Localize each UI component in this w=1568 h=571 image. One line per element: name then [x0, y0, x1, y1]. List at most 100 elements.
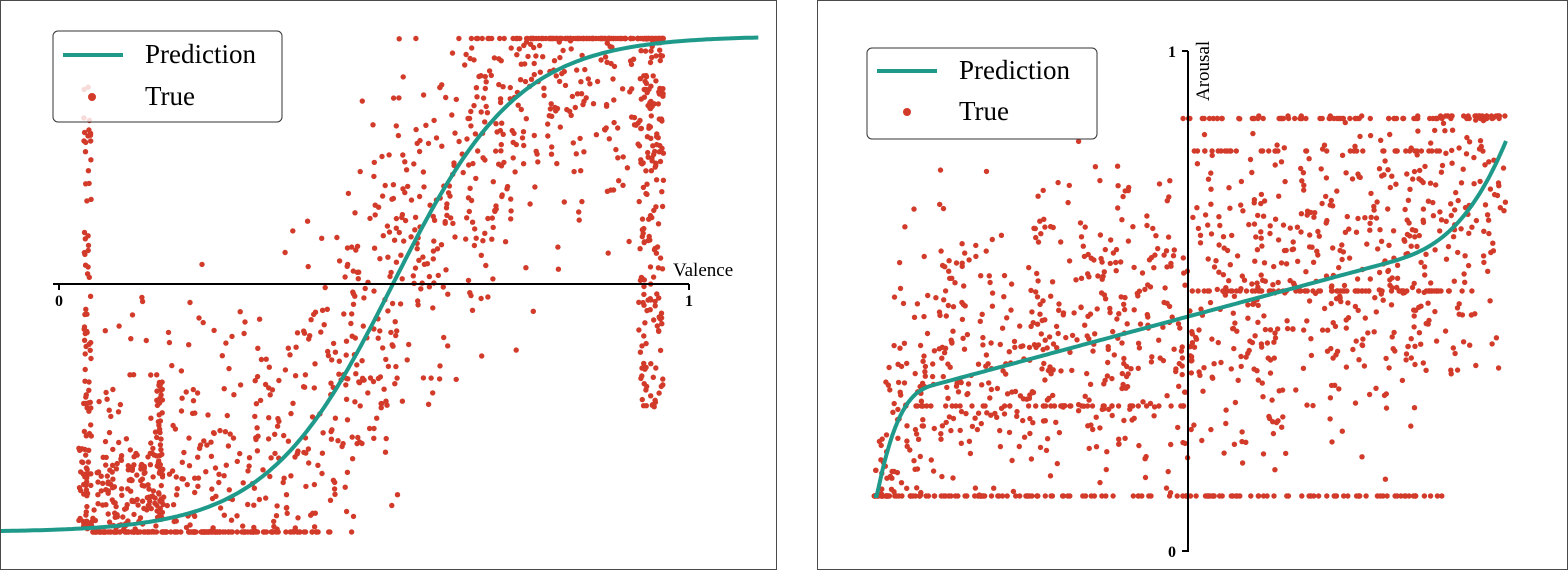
valence-true-point — [657, 57, 663, 64]
arousal-true-point — [1201, 288, 1207, 294]
arousal-true-point — [1220, 288, 1226, 294]
arousal-true-point — [1214, 115, 1220, 122]
valence-true-point — [644, 181, 650, 187]
arousal-true-point — [1215, 339, 1221, 346]
arousal-true-point — [1306, 244, 1313, 250]
valence-true-point — [631, 114, 638, 121]
arousal-true-point — [924, 330, 931, 337]
valence-true-point — [615, 155, 621, 161]
arousal-true-point — [1302, 288, 1308, 294]
valence-true-point — [226, 487, 232, 493]
valence-true-point — [603, 101, 610, 108]
valence-true-point — [251, 502, 257, 508]
valence-true-point — [647, 105, 653, 112]
valence-true-point — [365, 390, 371, 396]
arousal-true-point — [959, 299, 965, 306]
valence-true-point — [462, 62, 468, 68]
arousal-true-point — [1303, 148, 1309, 154]
arousal-true-point — [1238, 178, 1245, 185]
valence-true-point — [102, 438, 109, 445]
arousal-true-point — [937, 167, 944, 173]
valence-true-point — [642, 320, 648, 326]
valence-true-point — [81, 428, 88, 435]
valence-true-point — [578, 35, 584, 42]
arousal-true-point — [1231, 441, 1238, 447]
arousal-true-point — [917, 453, 923, 460]
arousal-true-point — [1339, 242, 1345, 248]
arousal-true-point — [1455, 197, 1461, 204]
valence-true-point — [240, 523, 246, 529]
valence-true-point — [313, 529, 320, 535]
valence-true-point — [309, 529, 315, 535]
arousal-true-point — [1093, 414, 1099, 420]
arousal-true-point — [1060, 312, 1066, 318]
arousal-true-point — [1255, 115, 1261, 122]
arousal-true-point — [1215, 148, 1221, 154]
valence-true-point — [605, 250, 611, 256]
arousal-true-point — [1386, 115, 1392, 122]
valence-true-point — [352, 210, 358, 216]
valence-true-point — [470, 160, 476, 167]
arousal-true-point — [1151, 265, 1157, 271]
arousal-true-point — [1352, 400, 1359, 406]
valence-true-point — [361, 295, 367, 301]
valence-true-point — [141, 505, 147, 512]
arousal-true-point — [1323, 175, 1330, 181]
arousal-true-point — [1319, 327, 1326, 333]
valence-true-point — [651, 317, 657, 323]
valence-true-point — [349, 456, 356, 462]
arousal-true-point — [1387, 131, 1393, 138]
arousal-true-point — [891, 400, 897, 407]
arousal-true-point — [1017, 493, 1023, 499]
arousal-true-point — [1281, 145, 1287, 151]
arousal-true-point — [1386, 242, 1392, 248]
arousal-true-point — [1035, 342, 1042, 348]
arousal-true-point — [1408, 145, 1414, 151]
arousal-true-point — [930, 468, 937, 474]
valence-true-point — [285, 345, 291, 351]
arousal-true-point — [1430, 115, 1436, 122]
valence-true-point — [184, 481, 190, 488]
arousal-true-point — [952, 280, 958, 286]
valence-true-point — [124, 529, 130, 535]
valence-true-point — [444, 201, 450, 207]
valence-true-point — [405, 183, 411, 190]
valence-true-point — [445, 291, 451, 297]
arousal-true-point — [1097, 232, 1104, 238]
arousal-true-point — [1211, 493, 1217, 499]
arousal-true-point — [1426, 288, 1432, 294]
valence-true-point — [256, 496, 263, 503]
valence-true-point — [615, 125, 621, 131]
valence-true-point — [510, 139, 516, 146]
arousal-true-point — [1258, 148, 1264, 154]
valence-true-point — [269, 387, 276, 393]
valence-true-point — [371, 435, 377, 441]
arousal-true-point — [1197, 232, 1204, 238]
arousal-true-point — [1045, 367, 1052, 374]
valence-true-point — [660, 86, 666, 92]
arousal-true-point — [1197, 240, 1204, 246]
arousal-true-point — [1292, 115, 1298, 122]
valence-true-point — [312, 510, 318, 516]
arousal-true-point — [1326, 115, 1332, 122]
arousal-true-point — [1175, 321, 1182, 327]
arousal-axis-label: Arousal — [1193, 41, 1214, 101]
arousal-true-point — [1382, 476, 1389, 482]
arousal-true-point — [958, 408, 965, 415]
valence-true-point — [225, 443, 232, 449]
valence-true-point — [523, 265, 529, 271]
arousal-true-point — [1008, 281, 1015, 287]
valence-true-point — [508, 208, 514, 214]
valence-true-point — [443, 267, 449, 273]
valence-true-point — [555, 244, 561, 250]
valence-true-point — [83, 465, 90, 471]
valence-true-point — [541, 92, 547, 99]
arousal-true-point — [1347, 148, 1353, 154]
arousal-true-point — [953, 403, 959, 409]
valence-true-point — [396, 95, 402, 101]
arousal-true-point — [1391, 329, 1397, 336]
valence-true-point — [456, 138, 462, 145]
arousal-true-point — [1306, 298, 1313, 304]
valence-true-point — [257, 397, 264, 404]
arousal-true-point — [1323, 193, 1329, 200]
